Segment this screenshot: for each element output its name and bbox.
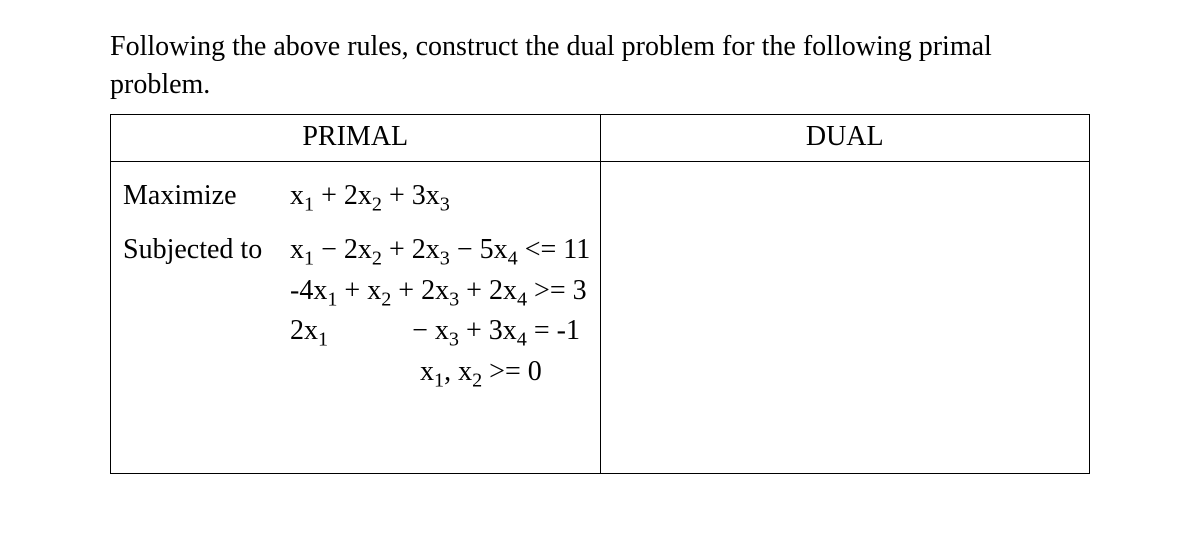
nn-as: 1	[434, 370, 444, 392]
c1-d: − 5x	[450, 234, 508, 265]
c2-as: 1	[327, 288, 337, 310]
c2-ds: 4	[517, 288, 527, 310]
obj-t3: + 3x	[382, 180, 440, 211]
c3-left: 2x1	[290, 315, 335, 346]
nonneg-row: x1, x2 >= 0	[123, 352, 590, 393]
spacer	[123, 216, 590, 230]
header-dual: DUAL	[600, 114, 1090, 161]
c2-d: + 2x	[459, 275, 517, 306]
obj-s3: 3	[440, 193, 450, 215]
primal-dual-table: PRIMAL DUAL Maximize x1 + 2x2 + 3x3	[110, 114, 1090, 474]
c2-bs: 2	[381, 288, 391, 310]
primal-cell: Maximize x1 + 2x2 + 3x3 Subjected to x1 …	[111, 161, 601, 473]
c1-rel: <=	[518, 234, 564, 265]
c1-as: 1	[304, 248, 314, 270]
page: Following the above rules, construct the…	[0, 0, 1200, 514]
c3-rhs: -1	[557, 315, 580, 346]
obj-t1: x	[290, 180, 304, 211]
c3-right: − x3 + 3x4 = -1	[412, 315, 580, 346]
c1-cs: 3	[440, 248, 450, 270]
c2-c: + 2x	[391, 275, 449, 306]
c1-a: x	[290, 234, 304, 265]
c3-a: 2x	[290, 315, 318, 346]
nn-rhs: 0	[528, 356, 542, 387]
nn-b: x	[458, 356, 472, 387]
obj-s1: 1	[304, 193, 314, 215]
obj-s2: 2	[372, 193, 382, 215]
objective-row: Maximize x1 + 2x2 + 3x3	[123, 176, 590, 217]
c1-b: − 2x	[314, 234, 372, 265]
constraint-2: -4x1 + x2 + 2x3 + 2x4 >= 3	[123, 271, 590, 312]
c3-b: − x	[412, 315, 449, 346]
obj-t2: + 2x	[314, 180, 372, 211]
c2-a: -4x	[290, 275, 327, 306]
nn-a: x	[420, 356, 434, 387]
objective-expression: x1 + 2x2 + 3x3	[290, 180, 450, 211]
c2-expression: -4x1 + x2 + 2x3 + 2x4 >= 3	[290, 275, 587, 306]
c2-b: + x	[337, 275, 381, 306]
c3-rel: =	[527, 315, 557, 346]
c1-ds: 4	[508, 248, 518, 270]
c2-rel: >=	[527, 275, 573, 306]
dual-cell	[600, 161, 1090, 473]
c1-expression: x1 − 2x2 + 2x3 − 5x4 <= 11	[290, 234, 590, 265]
c1-rhs: 11	[563, 234, 590, 265]
c3-bs: 3	[449, 329, 459, 351]
subject-label: Subjected to	[123, 230, 283, 271]
c3-cs: 4	[517, 329, 527, 351]
nn-bs: 2	[472, 370, 482, 392]
objective-label: Maximize	[123, 176, 283, 217]
nonneg-expression: x1, x2 >= 0	[420, 356, 542, 387]
nn-sep: ,	[444, 356, 458, 387]
intro-text: Following the above rules, construct the…	[110, 28, 1090, 104]
constraint-3: 2x1 − x3 + 3x4 = -1	[123, 311, 590, 352]
constraint-1: Subjected to x1 − 2x2 + 2x3 − 5x4 <= 11	[123, 230, 590, 271]
c3-as: 1	[318, 329, 328, 351]
c2-cs: 3	[449, 288, 459, 310]
c2-rhs: 3	[573, 275, 587, 306]
nn-rel: >=	[482, 356, 528, 387]
header-primal: PRIMAL	[111, 114, 601, 161]
c1-bs: 2	[372, 248, 382, 270]
c1-c: + 2x	[382, 234, 440, 265]
c3-c: + 3x	[459, 315, 517, 346]
